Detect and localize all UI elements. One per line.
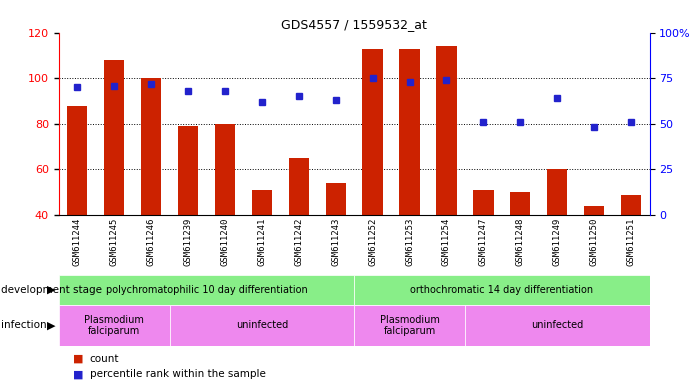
Bar [354, 275, 650, 305]
Text: orthochromatic 14 day differentiation: orthochromatic 14 day differentiation [410, 285, 594, 295]
Text: GSM611254: GSM611254 [442, 218, 451, 266]
Text: GSM611253: GSM611253 [405, 218, 414, 266]
Bar [104, 60, 124, 215]
Text: GSM611242: GSM611242 [294, 218, 303, 266]
Text: GSM611243: GSM611243 [331, 218, 340, 266]
Text: ■: ■ [73, 354, 83, 364]
Bar [465, 305, 650, 346]
Bar [169, 305, 354, 346]
Text: GSM611240: GSM611240 [220, 218, 229, 266]
Bar [473, 190, 493, 215]
Bar [436, 46, 457, 215]
Text: infection: infection [1, 320, 46, 331]
Bar [178, 126, 198, 215]
Bar [215, 124, 235, 215]
Text: ▶: ▶ [47, 285, 55, 295]
Bar [59, 305, 169, 346]
Text: GSM611248: GSM611248 [515, 218, 524, 266]
Text: GSM611247: GSM611247 [479, 218, 488, 266]
Text: ■: ■ [73, 369, 83, 379]
Bar [141, 78, 161, 215]
Bar [59, 275, 354, 305]
Bar [67, 106, 87, 215]
Bar [621, 195, 641, 215]
Bar [363, 49, 383, 215]
Text: count: count [90, 354, 120, 364]
Bar [354, 305, 465, 346]
Text: GSM611251: GSM611251 [627, 218, 636, 266]
Text: GSM611245: GSM611245 [110, 218, 119, 266]
Text: GSM611244: GSM611244 [73, 218, 82, 266]
Text: GSM611252: GSM611252 [368, 218, 377, 266]
Text: ▶: ▶ [47, 320, 55, 331]
Bar [510, 192, 531, 215]
Text: polychromatophilic 10 day differentiation: polychromatophilic 10 day differentiatio… [106, 285, 307, 295]
Text: Plasmodium
falciparum: Plasmodium falciparum [84, 314, 144, 336]
Text: uninfected: uninfected [236, 320, 288, 331]
Text: development stage: development stage [1, 285, 102, 295]
Text: GSM611249: GSM611249 [553, 218, 562, 266]
Text: GSM611250: GSM611250 [589, 218, 598, 266]
Bar [325, 183, 346, 215]
Text: percentile rank within the sample: percentile rank within the sample [90, 369, 266, 379]
Bar [252, 190, 272, 215]
Title: GDS4557 / 1559532_at: GDS4557 / 1559532_at [281, 18, 427, 31]
Bar [399, 49, 419, 215]
Bar [547, 169, 567, 215]
Text: GSM611246: GSM611246 [146, 218, 155, 266]
Text: Plasmodium
falciparum: Plasmodium falciparum [379, 314, 439, 336]
Text: GSM611239: GSM611239 [184, 218, 193, 266]
Text: GSM611241: GSM611241 [257, 218, 266, 266]
Bar [289, 158, 309, 215]
Bar [584, 206, 605, 215]
Text: uninfected: uninfected [531, 320, 583, 331]
